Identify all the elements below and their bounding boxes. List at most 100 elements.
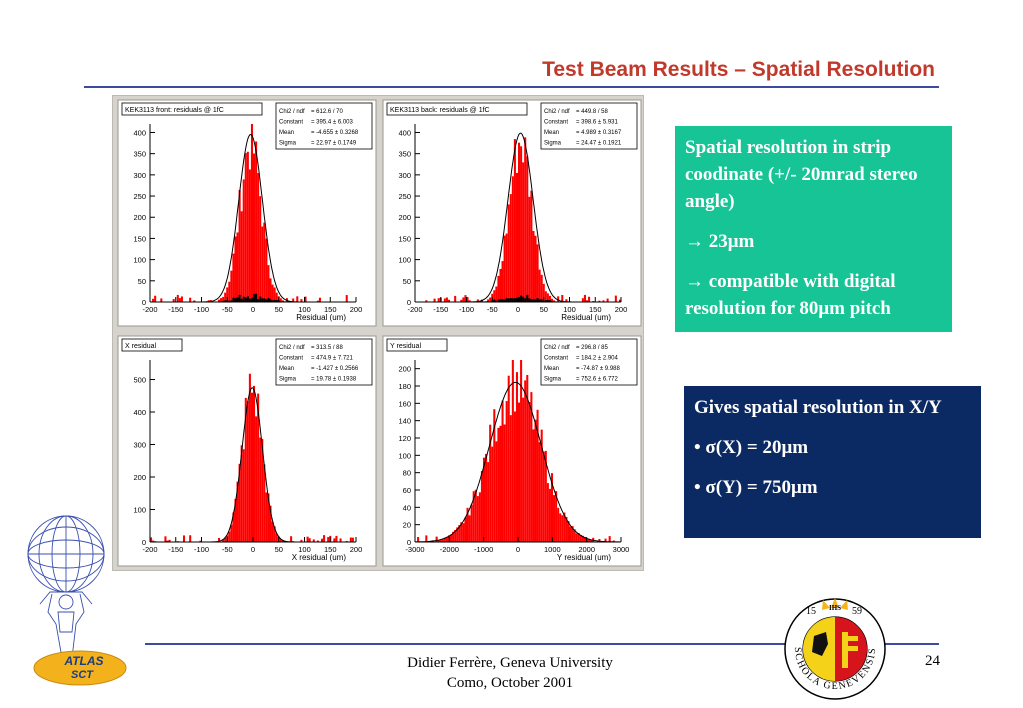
sigma-y-value: • σ(Y) = 750μm: [694, 477, 818, 498]
histogram-bin: [318, 297, 321, 302]
histogram-bin: [466, 297, 469, 302]
histogram-bin: [253, 385, 256, 542]
histogram-bin: [553, 300, 556, 302]
x-tick-label: 0: [251, 305, 255, 314]
histogram-bin: [497, 427, 500, 542]
histogram-bin: [265, 238, 268, 302]
fit-stat-name: Chi2 / ndf: [544, 109, 570, 115]
xy-resolution-text: Gives spatial resolution in X/Y: [694, 397, 942, 418]
y-tick-label: 150: [133, 234, 146, 243]
fit-stat-name: Mean: [544, 130, 559, 136]
histogram-bin: [583, 294, 586, 302]
y-tick-label: 120: [398, 434, 411, 443]
fit-stats-box: [540, 102, 638, 150]
histogram-bin: [226, 287, 229, 302]
background-bin: [238, 294, 241, 302]
histogram-bin: [563, 512, 566, 542]
histogram-bin: [275, 533, 278, 542]
histogram-bin: [561, 294, 564, 302]
y-tick-label: 400: [398, 128, 411, 137]
background-bin: [505, 298, 508, 302]
histogram-bin: [493, 290, 496, 302]
background-bin: [224, 300, 227, 302]
background-bin: [232, 297, 235, 302]
background-bin: [255, 293, 258, 302]
background-bin: [534, 299, 537, 302]
background-bin: [520, 295, 523, 302]
y-tick-label: 200: [133, 213, 146, 222]
slide-title: Test Beam Results – Spatial Resolution: [542, 58, 935, 81]
histogram-bin: [263, 222, 266, 302]
background-bin: [515, 297, 518, 302]
x-tick-label: 150: [589, 305, 602, 314]
y-tick-label: 160: [398, 399, 411, 408]
histogram-bin: [267, 265, 270, 302]
histogram-bin: [464, 517, 467, 542]
y-tick-label: 100: [398, 451, 411, 460]
fit-stat-value: = 184.2 ± 2.904: [576, 356, 618, 362]
x-tick-label: -2000: [440, 545, 459, 554]
histogram-bin: [304, 296, 307, 302]
sigma-x-value: • σ(X) = 20μm: [694, 437, 809, 458]
histogram-bin: [571, 526, 574, 542]
histogram-bin: [480, 470, 483, 542]
histogram-bin: [193, 300, 196, 302]
footer-date: Como, October 2001: [446, 675, 574, 691]
histogram-bin: [224, 292, 227, 302]
histogram-bin: [217, 299, 221, 302]
histogram-bin: [443, 537, 446, 542]
histogram-bin: [182, 535, 186, 542]
fit-stat-value: = -1.427 ± 0.2566: [311, 366, 359, 372]
y-tick-label: 60: [403, 486, 411, 495]
histogram-bin: [425, 300, 428, 302]
histogram-bin: [222, 296, 225, 302]
histogram-bin: [316, 300, 319, 302]
histogram-bin: [234, 498, 237, 542]
histogram-bin: [509, 415, 512, 542]
histogram-bin: [255, 141, 258, 302]
x-tick-label: 100: [563, 305, 576, 314]
histogram-bin: [447, 299, 451, 302]
fit-stat-value: = -74.87 ± 9.988: [576, 366, 620, 372]
y-tick-label: 300: [133, 441, 146, 450]
fit-stat-name: Constant: [279, 356, 303, 362]
y-tick-label: 40: [403, 503, 411, 512]
fit-stats-box: [540, 338, 638, 386]
histogram-bin: [581, 298, 584, 302]
histogram-bin: [544, 291, 547, 302]
histogram-bin: [261, 226, 264, 302]
histogram-bin: [468, 515, 471, 542]
fit-stat-value: = 612.6 / 70: [311, 109, 344, 115]
histogram-bin: [345, 295, 348, 302]
histogram-bin: [468, 300, 471, 302]
histogram-bin: [300, 539, 303, 542]
histogram-bin: [524, 137, 527, 302]
histogram-bin: [588, 538, 591, 542]
x-tick-label: 200: [615, 305, 628, 314]
histogram-bin: [583, 536, 586, 542]
histogram-bin: [604, 538, 607, 542]
page-number: 24: [925, 653, 940, 669]
histogram-bin: [180, 296, 183, 302]
histogram-bin: [565, 299, 568, 302]
histogram-bin: [511, 176, 514, 302]
histogram-bin: [505, 401, 508, 542]
histogram-bin: [452, 531, 455, 542]
background-bin: [546, 299, 549, 302]
histogram-bin: [606, 298, 609, 302]
histogram-bin: [250, 124, 253, 302]
background-bin: [528, 298, 531, 302]
histogram-bin: [524, 380, 527, 542]
x-tick-label: 200: [350, 545, 363, 554]
fit-stat-name: Constant: [279, 120, 303, 126]
y-tick-label: 200: [398, 213, 411, 222]
histogram-bin: [536, 244, 539, 302]
background-bin: [511, 298, 514, 302]
histogram-bin: [482, 457, 486, 542]
histogram-bin: [542, 451, 545, 542]
histogram-bin: [612, 540, 615, 542]
histogram-bin: [335, 535, 338, 542]
fit-stat-name: Chi2 / ndf: [544, 345, 570, 351]
histogram-bin: [561, 515, 564, 542]
histogram-bin: [445, 537, 448, 542]
